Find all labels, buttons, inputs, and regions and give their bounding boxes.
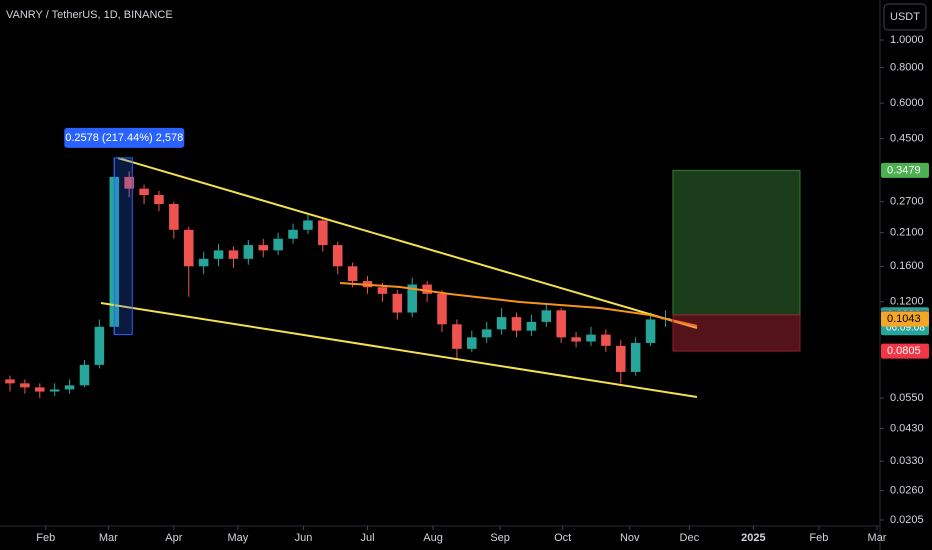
drawings	[100, 157, 698, 398]
y-tick-label: 0.0330	[890, 455, 924, 467]
y-tick-label: 0.4500	[890, 133, 924, 145]
candle-body	[496, 317, 507, 330]
x-tick-label: Sep	[490, 532, 510, 544]
x-tick-label: Feb	[809, 532, 828, 544]
candle-body	[645, 319, 656, 343]
price-tag-label: 0.0805	[887, 345, 921, 357]
candle-body	[20, 383, 30, 388]
candle-body	[407, 284, 417, 313]
y-tick-label: 0.1200	[890, 296, 924, 308]
y-tick-label: 0.2100	[890, 227, 924, 239]
y-tick-label: 0.8000	[890, 61, 924, 73]
chart-title: VANRY / TetherUS, 1D, BINANCE	[6, 9, 173, 21]
price-tag	[881, 311, 929, 327]
candle-body	[49, 389, 60, 392]
candle-body	[198, 258, 209, 267]
candle-body	[422, 284, 432, 294]
y-tick-label: 1.0000	[890, 34, 924, 46]
x-tick-label: Jul	[360, 532, 374, 544]
trendline-lower	[100, 302, 698, 398]
y-tick-label: 0.0430	[890, 422, 924, 434]
x-tick-label: Aug	[423, 532, 443, 544]
price-tag	[881, 343, 929, 359]
x-tick-label: 2025	[741, 532, 765, 544]
y-tick-label: 0.0550	[890, 392, 924, 404]
candle-body	[347, 266, 358, 282]
candle-body	[437, 293, 447, 325]
candle-body	[630, 342, 641, 372]
measure-label: 0.2578 (217.44%) 2,578	[65, 132, 183, 144]
currency-button[interactable]	[883, 3, 927, 31]
candle-body	[273, 238, 283, 251]
candle-body	[616, 345, 626, 372]
currency-label: USDT	[890, 11, 920, 23]
y-tick-label: 0.6000	[890, 97, 924, 109]
trendline-upper	[117, 157, 698, 329]
candle-body	[318, 220, 328, 246]
candle-body	[35, 387, 45, 392]
candle-body	[377, 287, 388, 294]
candle-body	[258, 245, 269, 251]
x-tick-label: Mar	[99, 532, 118, 544]
candle-body	[526, 321, 537, 331]
x-tick-label: May	[228, 532, 249, 544]
measure-range	[113, 157, 133, 336]
candle-body	[601, 334, 611, 346]
candle-body	[541, 310, 552, 322]
candle-body	[467, 337, 477, 349]
y-tick-label: 0.0260	[890, 485, 924, 497]
position-profit	[672, 169, 801, 316]
position-loss	[672, 314, 801, 352]
candle-body	[228, 250, 239, 259]
measure-box	[64, 127, 185, 148]
candle-body	[139, 188, 149, 196]
candle-body	[183, 229, 194, 267]
candle-body	[571, 337, 581, 342]
candle-body	[243, 245, 254, 259]
moving-average	[339, 282, 698, 327]
price-tag	[881, 162, 929, 178]
candle-body	[213, 250, 224, 259]
candle-body	[332, 245, 343, 267]
x-tick-label: Mar	[868, 532, 887, 544]
y-tick-label: 0.2700	[890, 196, 924, 208]
candle-body	[452, 324, 462, 349]
y-tick-label: 0.0205	[890, 514, 924, 526]
candle-body	[94, 326, 105, 365]
price-tag-label: 0.1043	[887, 313, 921, 325]
y-tick-label: 0.1600	[890, 260, 924, 272]
price-tag-label: 0.3479	[887, 164, 921, 176]
candle-body	[392, 293, 403, 313]
candle-body	[5, 379, 15, 384]
candle-body	[303, 220, 313, 230]
candle-body	[79, 364, 90, 386]
x-tick-label: Feb	[36, 532, 55, 544]
countdown: 06:09:08	[886, 322, 925, 333]
candle-body	[288, 229, 298, 239]
candle-body	[511, 317, 522, 331]
x-tick-label: Nov	[620, 532, 640, 544]
x-tick-label: Oct	[554, 532, 571, 544]
candle-body	[586, 334, 596, 342]
candle-body	[556, 310, 566, 338]
x-tick-label: Apr	[165, 532, 182, 544]
candle-body	[64, 385, 75, 390]
x-tick-label: Jun	[295, 532, 313, 544]
candle-body	[481, 329, 492, 338]
candle-body	[124, 176, 134, 189]
x-tick-label: Dec	[680, 532, 700, 544]
candle-body	[154, 195, 164, 204]
candle-body	[169, 203, 179, 230]
